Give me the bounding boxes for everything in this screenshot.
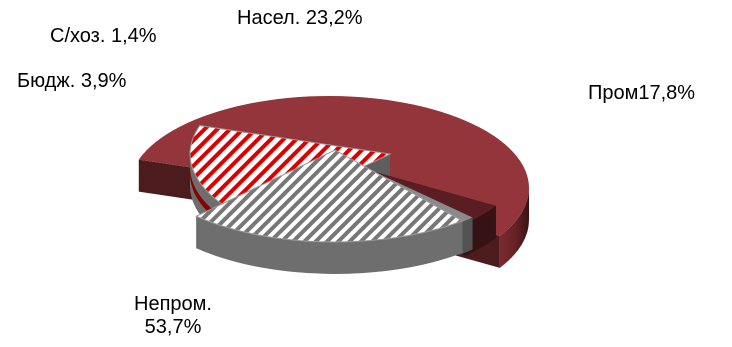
pie-slice-1-side-0 <box>465 205 496 256</box>
label-neprom-value: 53,7% <box>144 316 202 338</box>
label-prom-value: 17,8% <box>638 82 696 104</box>
label-byudzh: Бюдж. 3,9% <box>17 70 126 93</box>
pie-slice-3 <box>195 149 464 274</box>
pie-slice-3-side-0 <box>196 216 463 274</box>
label-neprom-name: Непром. <box>134 293 212 315</box>
label-nasel-value: 23,2% <box>305 7 363 29</box>
label-prom: Пром17,8% <box>588 82 695 105</box>
label-prom-name: Пром <box>588 82 639 104</box>
label-neprom: Непром. 53,7% <box>118 293 228 339</box>
label-selkhoz: С/хоз. 1,4% <box>50 25 157 48</box>
label-selkhoz-name: С/хоз. <box>50 25 106 47</box>
pie-slice-2-side-0 <box>459 217 473 255</box>
label-nasel: Насел. 23,2% <box>237 7 363 30</box>
pie-slice-3-top <box>195 149 464 243</box>
label-selkhoz-value: 1,4% <box>110 25 157 47</box>
label-byudzh-value: 3,9% <box>80 70 127 92</box>
label-nasel-name: Насел. <box>237 7 301 29</box>
label-byudzh-name: Бюдж. <box>17 70 76 92</box>
pie-slice-0-side-0 <box>499 188 530 268</box>
